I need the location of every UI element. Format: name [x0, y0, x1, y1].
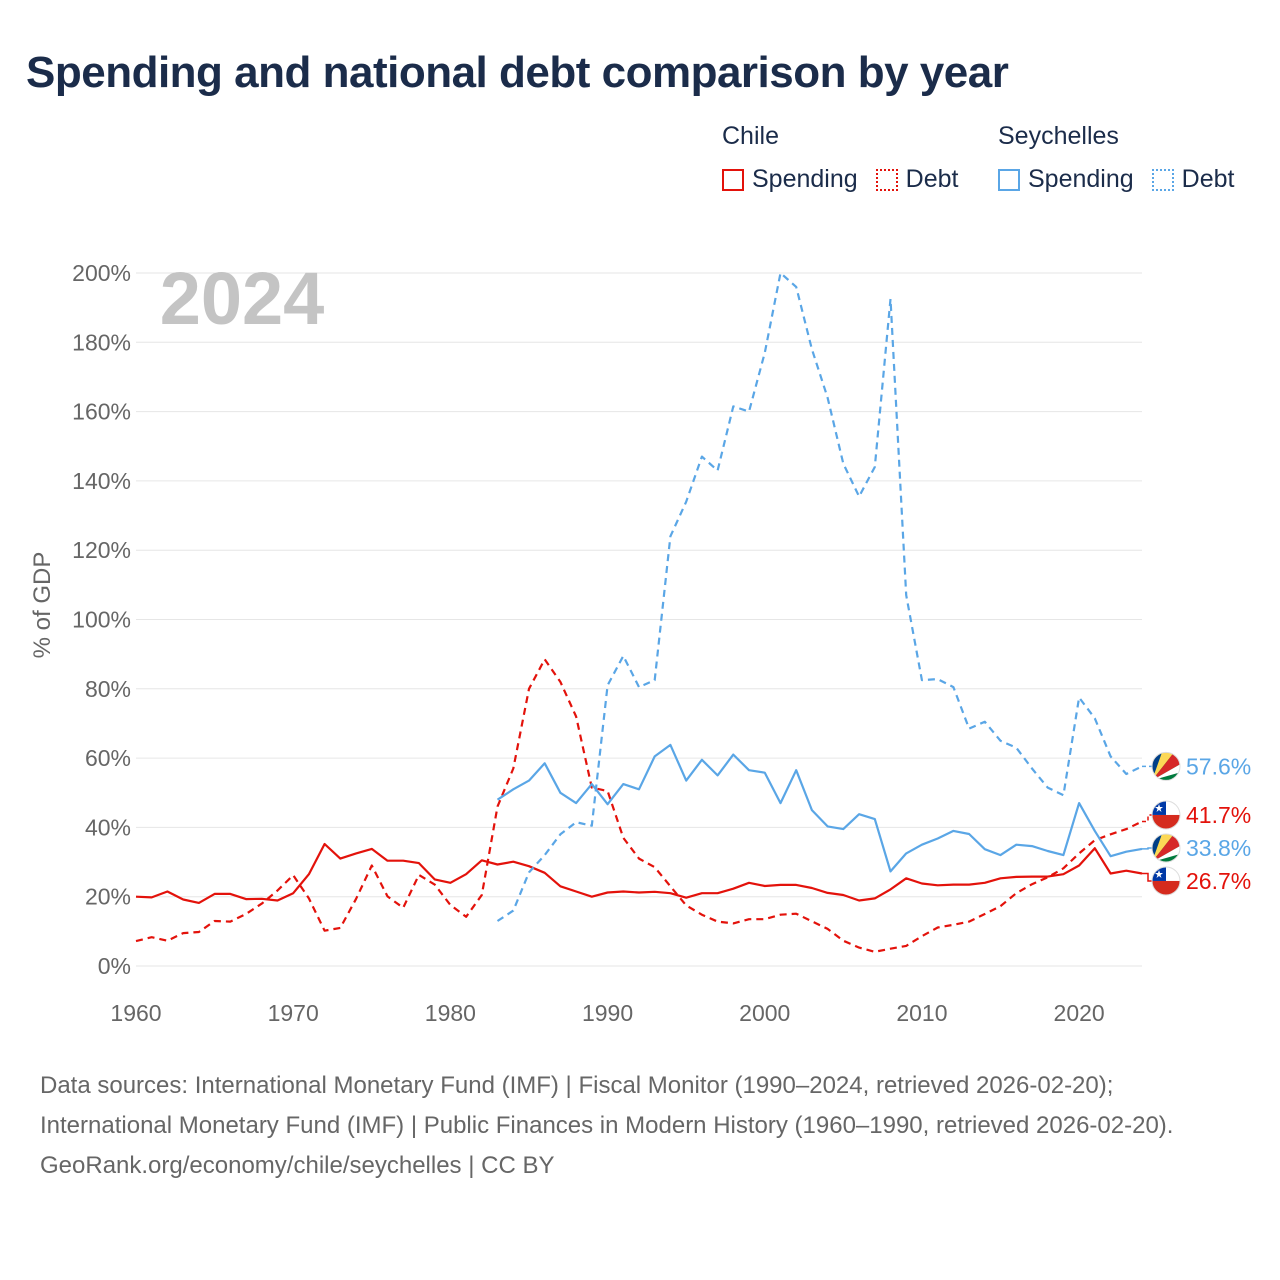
legend-label: Spending — [752, 165, 858, 193]
solid-line-swatch-icon — [998, 168, 1020, 191]
end-label-leader — [1142, 847, 1152, 850]
series-line-chile-debt[interactable] — [135, 658, 1143, 953]
legend-group-name: Chile — [722, 122, 779, 150]
y-tick-label: 60% — [85, 745, 131, 771]
y-tick-label: 20% — [85, 884, 131, 910]
legend-group-seychelles: Seychelles Spending Debt — [998, 122, 1252, 194]
y-tick-label: 140% — [72, 468, 131, 494]
legend-group-chile: Chile Spending Debt — [722, 122, 976, 194]
y-tick-label: 40% — [85, 814, 131, 840]
x-tick-label: 2000 — [739, 1000, 790, 1026]
chile-flag-icon — [1152, 867, 1180, 895]
axes: 0% 20% 40% 60% 80% 100% 120% 140% 160% 180% 200% 19… — [72, 260, 1105, 1026]
y-tick-label: 80% — [85, 676, 131, 702]
seychelles-flag-icon — [1152, 834, 1180, 862]
line-chart: 0% 20% 40% 60% 80% 100% 120% 140% 160% 180% 200% 19… — [29, 257, 1251, 1026]
end-value-label: 57.6% — [1186, 753, 1251, 779]
legend-item-chile-debt[interactable]: Debt — [875, 165, 959, 194]
chart-title: Spending and national debt comparison by… — [26, 48, 1009, 97]
end-label-leader — [1142, 872, 1152, 882]
solid-line-swatch-icon — [722, 168, 744, 191]
end-value-label: 33.8% — [1186, 835, 1251, 861]
legend-label: Debt — [905, 165, 959, 193]
end-labels: 57.6% 41.7% 33.8% 26.7% — [1142, 752, 1251, 895]
y-tick-label: 120% — [72, 537, 131, 563]
end-value-label: 26.7% — [1186, 868, 1251, 894]
legend-item-seychelles-debt[interactable]: Debt — [1151, 165, 1235, 194]
legend-group-name: Seychelles — [998, 122, 1119, 150]
year-watermark: 2024 — [160, 257, 325, 340]
dotted-line-swatch-icon — [875, 168, 898, 191]
grid — [136, 272, 1142, 967]
y-axis-label: % of GDP — [29, 552, 56, 659]
series — [135, 271, 1143, 953]
footer: Data sources: International Monetary Fun… — [40, 1066, 1240, 1186]
legend-label: Spending — [1028, 165, 1134, 193]
legend-item-seychelles-spending[interactable]: Spending — [998, 165, 1134, 194]
end-value-label: 41.7% — [1186, 802, 1251, 828]
credit-link[interactable]: GeoRank.org/economy/chile/seychelles | C… — [40, 1152, 555, 1179]
seychelles-flag-icon — [1152, 752, 1180, 780]
y-tick-label: 160% — [72, 399, 131, 425]
x-tick-label: 2010 — [896, 1000, 947, 1026]
x-tick-label: 1960 — [110, 1000, 161, 1026]
series-line-seychelles-debt[interactable] — [496, 271, 1143, 922]
y-tick-label: 100% — [72, 607, 131, 633]
x-tick-label: 1970 — [268, 1000, 319, 1026]
x-tick-label: 1990 — [582, 1000, 633, 1026]
data-sources: Data sources: International Monetary Fun… — [40, 1072, 1174, 1139]
chile-flag-icon — [1152, 801, 1180, 829]
y-tick-label: 0% — [98, 953, 131, 979]
end-label-leader — [1142, 814, 1152, 823]
series-line-seychelles-spending[interactable] — [496, 743, 1143, 873]
legend-label: Debt — [1181, 165, 1235, 193]
legend-item-chile-spending[interactable]: Spending — [722, 165, 858, 194]
series-line-chile-spending[interactable] — [135, 842, 1143, 904]
y-tick-label: 180% — [72, 329, 131, 355]
y-tick-label: 200% — [72, 260, 131, 286]
dotted-line-swatch-icon — [1151, 168, 1174, 191]
x-tick-label: 1980 — [425, 1000, 476, 1026]
x-tick-label: 2020 — [1054, 1000, 1105, 1026]
